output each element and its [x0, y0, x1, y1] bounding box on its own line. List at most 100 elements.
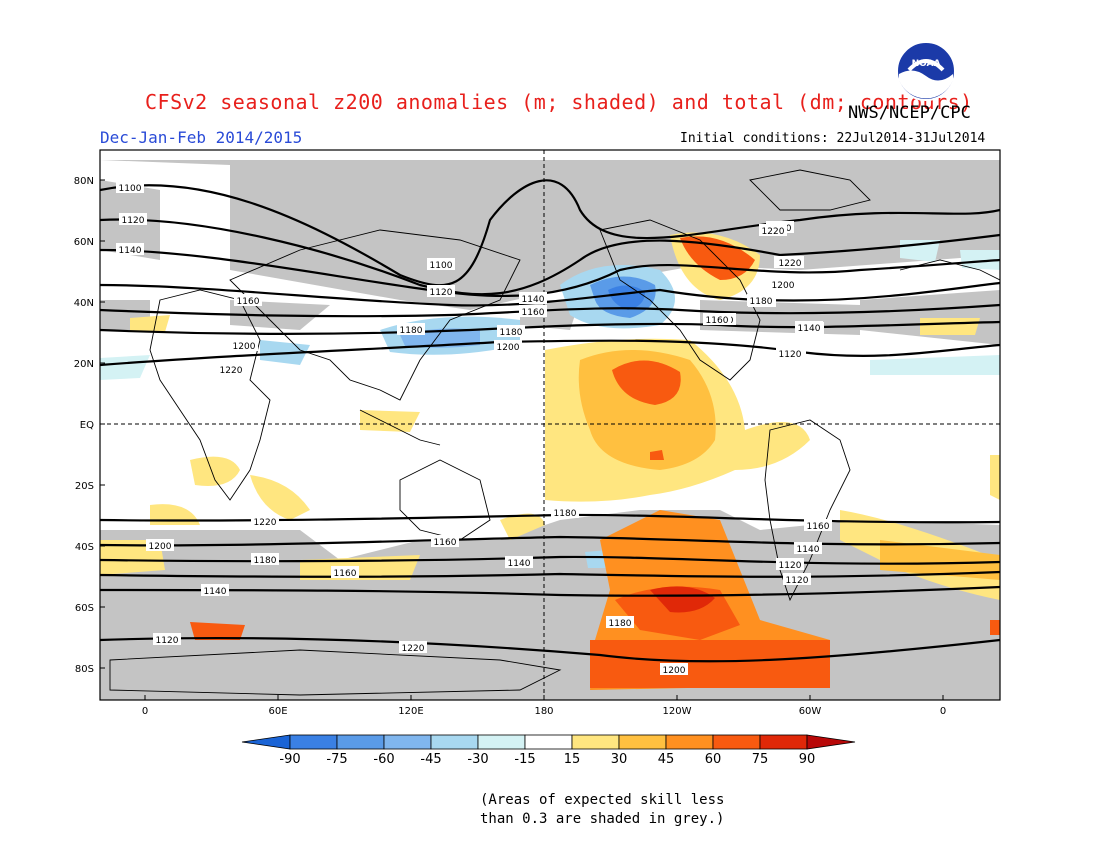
colorbar-tick: -60: [373, 752, 394, 767]
svg-text:1160: 1160: [434, 538, 457, 548]
svg-text:1160: 1160: [706, 316, 729, 326]
contour-label: 1200: [146, 539, 174, 552]
svg-text:1180: 1180: [609, 619, 632, 629]
colorbar-tick: -75: [326, 752, 347, 767]
contour-label: 1180: [251, 553, 279, 566]
svg-text:1120: 1120: [779, 561, 802, 571]
svg-text:1120: 1120: [122, 216, 145, 226]
contour-label: 1120: [119, 213, 147, 226]
svg-text:1200: 1200: [497, 343, 520, 353]
colorbar-tick: -15: [514, 752, 535, 767]
contour-label: 1100: [116, 181, 144, 194]
svg-text:1100: 1100: [430, 261, 453, 271]
contour-label: 1120: [783, 573, 811, 586]
svg-text:1100: 1100: [119, 184, 142, 194]
contour-label: 1200: [660, 663, 688, 676]
graticule: [100, 150, 1000, 700]
svg-text:1220: 1220: [402, 644, 425, 654]
svg-text:1140: 1140: [119, 246, 142, 256]
svg-text:1160: 1160: [237, 297, 260, 307]
contour-label: 1160: [431, 535, 459, 548]
contour-label: 1220: [776, 256, 804, 269]
colorbar-segment: [524, 734, 573, 750]
svg-text:1120: 1120: [786, 576, 809, 586]
colorbar-tick: -90: [279, 752, 300, 767]
skill-note: (Areas of expected skill less than 0.3 a…: [480, 791, 724, 829]
svg-text:1220: 1220: [762, 227, 785, 237]
colorbar-tick: 75: [752, 752, 769, 767]
svg-text:1160: 1160: [334, 569, 357, 579]
svg-text:1220: 1220: [779, 259, 802, 269]
contour-label: 1200: [230, 339, 258, 352]
svg-text:1220: 1220: [220, 366, 243, 376]
positive-anomalies: [100, 232, 1000, 690]
contour-label: 1180: [397, 323, 425, 336]
colorbar-tick: 60: [705, 752, 722, 767]
contour-label: 1120: [427, 285, 455, 298]
colorbar-segment: [336, 734, 385, 750]
lat-label: EQ: [80, 420, 94, 431]
svg-text:1140: 1140: [204, 587, 227, 597]
lon-label: 120W: [663, 706, 692, 717]
noaa-logo: NOAA: [896, 41, 956, 101]
svg-text:1120: 1120: [430, 288, 453, 298]
svg-text:1200: 1200: [663, 666, 686, 676]
colorbar-segment: [665, 734, 714, 750]
contour-label: 1120: [776, 347, 804, 360]
contour-label: 1220: [399, 641, 427, 654]
contour-label: 1200: [494, 340, 522, 353]
svg-text:1200: 1200: [149, 542, 172, 552]
lon-label: 120E: [398, 706, 423, 717]
contour-label: 1140: [519, 292, 547, 305]
colorbar-segment: [289, 734, 338, 750]
lat-label: 80S: [75, 664, 94, 675]
contour-label: 1160: [234, 294, 262, 307]
colorbar-tick-labels: -90 -75 -60 -45 -30 -15 15 30 45 60 75 90: [279, 752, 815, 767]
lat-label: 40S: [75, 542, 94, 553]
contour-label: 1140: [794, 542, 822, 555]
contour-label: 1180: [551, 506, 579, 519]
lat-label: 80N: [74, 176, 94, 187]
contour-label: 1140: [201, 584, 229, 597]
lon-label: 60W: [799, 706, 822, 717]
colorbar-segment: [618, 734, 667, 750]
map-frame: [99, 149, 1001, 701]
svg-text:1140: 1140: [522, 295, 545, 305]
svg-text:1180: 1180: [400, 326, 423, 336]
lat-label: 60S: [75, 603, 94, 614]
colorbar-segment: [430, 734, 479, 750]
svg-text:1180: 1180: [500, 328, 523, 338]
contour-label: 1160: [519, 305, 547, 318]
lon-label: 0: [142, 706, 148, 717]
contour-labels: 1100 1120 1140 1160 1180 1200 1220 1220 1200 1180…: [116, 181, 832, 676]
colorbar-tick: 90: [799, 752, 816, 767]
colorbar-tick: 30: [611, 752, 628, 767]
svg-text:1160: 1160: [807, 522, 830, 532]
noaa-logo-text: NOAA: [912, 59, 941, 69]
colorbar: [241, 734, 856, 750]
colorbar-tick: 45: [658, 752, 675, 767]
contour-label: 1220: [217, 363, 245, 376]
skill-note-line2: than 0.3 are shaded in grey.): [480, 811, 725, 827]
svg-text:1140: 1140: [797, 545, 820, 555]
lat-label: 60N: [74, 237, 94, 248]
latitude-axis: 80N 60N 40N 20N EQ 20S 40S 60S 80S: [74, 176, 94, 675]
contour-label: 1180: [497, 325, 525, 338]
contour-label: 1100: [427, 258, 455, 271]
colorbar-tick: -30: [467, 752, 488, 767]
contour-label: 1220: [759, 224, 787, 237]
colorbar-segment: [712, 734, 761, 750]
lat-label: 40N: [74, 298, 94, 309]
colorbar-segment: [477, 734, 526, 750]
svg-text:1120: 1120: [779, 350, 802, 360]
colorbar-segment: [383, 734, 432, 750]
colorbar-segment: [759, 734, 808, 750]
longitude-axis: 0 60E 120E 180 120W 60W 0: [142, 706, 946, 717]
svg-text:1140: 1140: [798, 324, 821, 334]
colorbar-tick: -45: [420, 752, 441, 767]
lon-label: 0: [940, 706, 946, 717]
svg-text:1200: 1200: [233, 342, 256, 352]
contour-label: 1140: [505, 556, 533, 569]
svg-text:1180: 1180: [750, 297, 773, 307]
